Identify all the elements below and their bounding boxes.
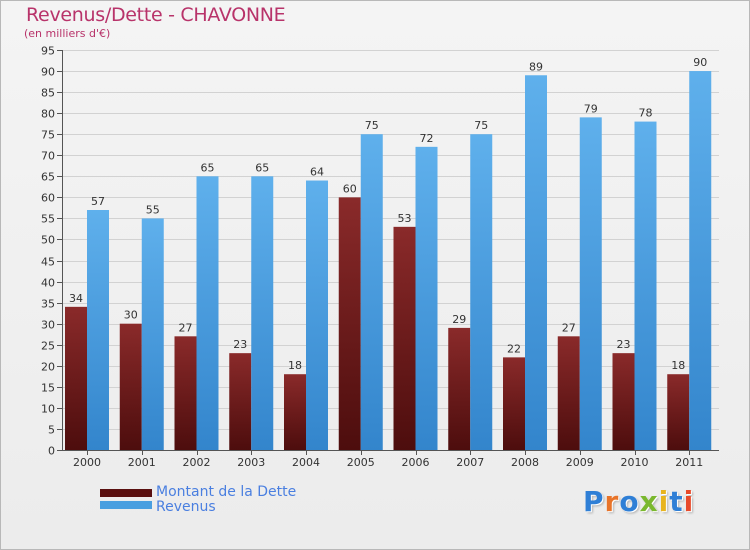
data-label-revenue-2004: 64	[310, 166, 324, 179]
data-label-debt-2004: 18	[288, 359, 302, 372]
x-tick-label-2003: 2003	[237, 456, 265, 469]
data-label-revenue-2007: 75	[474, 119, 488, 132]
y-tick-label: 15	[41, 382, 55, 395]
y-tick-label: 55	[41, 213, 55, 226]
x-tick-label-2000: 2000	[73, 456, 101, 469]
y-tick-label: 50	[41, 234, 55, 247]
bar-debt-2000	[65, 306, 87, 450]
bar-debt-2009	[557, 336, 580, 450]
y-tick-label: 10	[41, 403, 55, 416]
bar-revenue-2005	[360, 134, 383, 451]
x-tick-label-2007: 2007	[456, 456, 484, 469]
logo-letter: t	[669, 485, 684, 518]
data-label-debt-2009: 27	[562, 321, 576, 334]
x-tick-label-2004: 2004	[292, 456, 320, 469]
bar-debt-2007	[448, 327, 471, 450]
bar-debt-2001	[119, 323, 142, 450]
bar-revenue-2004	[306, 180, 328, 451]
y-tick-label: 40	[41, 277, 55, 290]
y-tick-label: 0	[48, 445, 55, 458]
logo-letter: o	[619, 485, 640, 518]
bar-debt-2006	[393, 226, 416, 450]
legend-label-revenue: Revenus	[156, 499, 216, 515]
data-label-revenue-2008: 89	[529, 60, 543, 73]
bar-debt-2003	[229, 353, 252, 450]
bar-revenue-2011	[689, 71, 712, 450]
bar-debt-2008	[503, 357, 525, 450]
bar-revenue-2006	[415, 146, 438, 450]
bar-revenue-2010	[634, 121, 657, 450]
x-tick-label-2001: 2001	[128, 456, 156, 469]
legend-swatch-revenue	[100, 501, 152, 509]
logo-letter: x	[639, 485, 659, 518]
data-label-revenue-2011: 90	[693, 56, 707, 69]
y-tick-label: 60	[41, 192, 55, 205]
data-label-revenue-2000: 57	[91, 195, 105, 208]
chart-title: Revenus/Dette - CHAVONNE	[26, 4, 286, 26]
y-tick-label: 45	[41, 256, 55, 269]
x-tick-label-2009: 2009	[566, 456, 594, 469]
y-tick-label: 25	[41, 340, 55, 353]
y-tick-label: 35	[41, 298, 55, 311]
bar-revenue-2007	[470, 134, 493, 451]
data-label-revenue-2003: 65	[255, 161, 269, 174]
y-tick-label: 90	[41, 66, 55, 79]
bar-revenue-2002	[196, 176, 219, 450]
logo-letter: P	[583, 485, 605, 518]
bar-revenue-2003	[251, 176, 274, 450]
bar-revenue-2000	[87, 210, 109, 450]
data-label-debt-2007: 29	[452, 313, 466, 326]
bar-revenue-2008	[525, 75, 547, 451]
chart-subtitle: (en milliers d'€)	[24, 27, 111, 40]
bar-debt-2005	[338, 197, 361, 450]
logo-letter: r	[604, 485, 620, 518]
data-label-debt-2002: 27	[179, 321, 193, 334]
data-label-debt-2008: 22	[507, 342, 521, 355]
y-tick-label: 5	[48, 424, 55, 437]
x-tick-label-2002: 2002	[183, 456, 211, 469]
bar-revenue-2009	[579, 117, 602, 451]
data-label-debt-2001: 30	[124, 309, 138, 322]
y-tick-label: 70	[41, 150, 55, 163]
data-label-debt-2003: 23	[233, 338, 247, 351]
data-label-revenue-2002: 65	[201, 161, 215, 174]
data-label-debt-2006: 53	[398, 212, 412, 225]
x-tick-label-2010: 2010	[621, 456, 649, 469]
bar-debt-2011	[667, 374, 690, 450]
y-tick-label: 65	[41, 171, 55, 184]
data-label-revenue-2009: 79	[584, 102, 598, 115]
data-label-revenue-2001: 55	[146, 203, 160, 216]
x-tick-label-2005: 2005	[347, 456, 375, 469]
y-tick-label: 30	[41, 319, 55, 332]
bar-debt-2010	[612, 353, 635, 450]
data-label-revenue-2005: 75	[365, 119, 379, 132]
bar-debt-2004	[284, 374, 306, 450]
data-label-debt-2000: 34	[69, 292, 83, 305]
x-tick-label-2006: 2006	[402, 456, 430, 469]
y-tick-label: 85	[41, 87, 55, 100]
data-label-debt-2010: 23	[617, 338, 631, 351]
logo-letter: i	[658, 485, 670, 518]
bar-debt-2002	[174, 336, 197, 450]
logo-letter: i	[683, 485, 695, 518]
y-tick-label: 20	[41, 361, 55, 374]
data-label-revenue-2006: 72	[420, 132, 434, 145]
y-tick-label: 95	[41, 45, 55, 58]
data-label-revenue-2010: 78	[639, 107, 653, 120]
y-tick-label: 75	[41, 129, 55, 142]
legend-label-debt: Montant de la Dette	[156, 484, 297, 500]
data-label-debt-2011: 18	[671, 359, 685, 372]
data-label-debt-2005: 60	[343, 182, 357, 195]
y-tick-label: 80	[41, 108, 55, 121]
x-tick-label-2008: 2008	[511, 456, 539, 469]
legend-swatch-debt	[100, 489, 152, 497]
proxiti-logo: Proxiti	[583, 485, 694, 518]
bar-revenue-2001	[141, 218, 164, 450]
x-tick-label-2011: 2011	[675, 456, 703, 469]
